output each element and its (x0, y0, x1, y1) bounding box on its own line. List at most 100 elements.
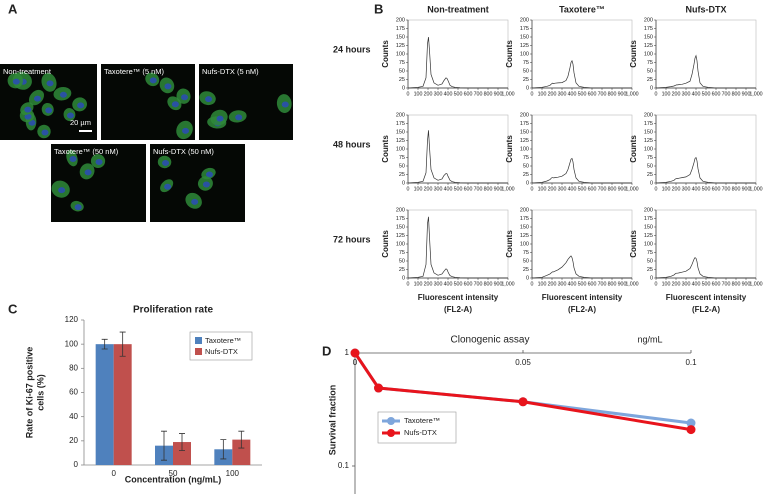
plot-frame (531, 19, 633, 89)
y-tick-label: 50 (399, 163, 405, 169)
y-tick-label: 125 (520, 43, 529, 49)
y-tick-label: 200 (520, 17, 529, 23)
x-tick-label: 0 (531, 91, 534, 97)
y-tick-label: 200 (520, 207, 529, 213)
y-axis-label: Rate of Ki-67 positive (24, 347, 34, 439)
x-tick-label: 0.1 (685, 358, 697, 367)
plot-frame (531, 114, 633, 184)
x-tick-label: 900 (494, 91, 503, 97)
y-axis-label: Counts (381, 40, 390, 68)
x-tick-label: 900 (494, 186, 503, 192)
y-tick-label: 0 (526, 275, 529, 281)
y-axis-label: Survival fraction (327, 385, 337, 456)
y-tick-label: 75 (523, 155, 529, 161)
y-axis-label: Counts (629, 40, 638, 68)
x-tick-label: 400 (568, 186, 577, 192)
plot-frame (531, 209, 633, 279)
error-bar (101, 338, 108, 350)
panel-label: A (8, 1, 18, 16)
plot-frame (407, 114, 509, 184)
y-tick-label: 75 (523, 60, 529, 66)
x-tick-label: 200 (424, 186, 433, 192)
nucleus (24, 106, 32, 113)
y-tick-label: 1 (345, 348, 350, 357)
x-tick-label: 100 (538, 91, 547, 97)
y-tick-label: 150 (396, 224, 405, 230)
nucleus (24, 113, 32, 120)
y-tick-label: 25 (399, 267, 405, 273)
y-tick-label: 175 (644, 216, 653, 222)
x-tick-label: 200 (548, 186, 557, 192)
x-tick-label: 500 (578, 281, 587, 287)
y-tick-label: 125 (644, 43, 653, 49)
marker (518, 397, 528, 407)
x-axis-label: Fluorescent intensity (666, 293, 747, 302)
y-tick-label: 75 (399, 60, 405, 66)
y-axis-label: Counts (505, 40, 514, 68)
nucleus (33, 95, 41, 102)
y-tick-label: 125 (644, 233, 653, 239)
y-axis-label: Counts (629, 135, 638, 163)
row-label: 24 hours (333, 44, 371, 54)
y-tick-label: 25 (647, 172, 653, 178)
y-tick-label: 0 (74, 460, 79, 469)
marker (350, 348, 360, 358)
x-tick-label: 300 (558, 186, 567, 192)
micrograph-label: Taxotere™ (5 nM) (104, 67, 165, 76)
x-axis-label: Concentration (ng/mL) (125, 474, 222, 484)
x-tick-label: 0 (531, 281, 534, 287)
error-bar (179, 433, 185, 451)
x-tick-label: 200 (548, 281, 557, 287)
legend-box (189, 331, 253, 361)
nucleus (69, 156, 77, 163)
x-tick-label: 400 (444, 186, 453, 192)
y-tick-label: 75 (647, 60, 653, 66)
x-tick-label: 100 (414, 186, 423, 192)
y-tick-label: 100 (520, 146, 529, 152)
x-tick-label: 1,000 (501, 281, 514, 287)
y-tick-label: 200 (644, 112, 653, 118)
x-tick-label: 800 (484, 186, 493, 192)
x-tick-label: 0 (531, 186, 534, 192)
y-tick-label: 100 (396, 146, 405, 152)
x-axis-label: ng/mL (637, 334, 662, 344)
y-tick-label: 150 (396, 34, 405, 40)
y-tick-label: 25 (399, 172, 405, 178)
y-tick-label: 40 (69, 412, 78, 421)
y-tick-label: 150 (644, 224, 653, 230)
y-tick-label: 0 (402, 180, 405, 186)
nucleus (66, 112, 74, 119)
x-tick-label: 500 (454, 281, 463, 287)
nucleus (202, 181, 210, 188)
y-tick-label: 25 (523, 77, 529, 83)
histogram-curve (655, 54, 756, 89)
legend-label: Nufs-DTX (205, 347, 238, 356)
y-tick-label: 0 (526, 180, 529, 186)
x-tick-label: 400 (568, 281, 577, 287)
x-axis-label: (FL2-A) (568, 305, 596, 314)
x-tick-label: 800 (484, 91, 493, 97)
histogram-curve (655, 156, 756, 184)
x-tick-label: 100 (538, 281, 547, 287)
y-tick-label: 75 (399, 250, 405, 256)
nucleus (77, 102, 85, 109)
legend-swatch (387, 417, 395, 425)
x-tick-label: 100 (414, 281, 423, 287)
y-tick-label: 120 (65, 315, 79, 324)
y-tick-label: 150 (396, 129, 405, 135)
marker (686, 425, 696, 435)
histogram-curve (407, 130, 508, 184)
plot-frame (655, 114, 757, 184)
x-tick-label: 500 (578, 91, 587, 97)
x-tick-label: 900 (742, 91, 751, 97)
y-tick-label: 75 (647, 155, 653, 161)
x-tick-label: 800 (732, 91, 741, 97)
x-tick-label: 200 (672, 281, 681, 287)
y-tick-label: 50 (647, 68, 653, 74)
y-tick-label: 200 (396, 17, 405, 23)
x-tick-label: 100 (662, 281, 671, 287)
y-tick-label: 200 (644, 207, 653, 213)
x-tick-label: 300 (682, 91, 691, 97)
x-tick-label: 400 (692, 91, 701, 97)
x-axis-label: Fluorescent intensity (542, 293, 623, 302)
